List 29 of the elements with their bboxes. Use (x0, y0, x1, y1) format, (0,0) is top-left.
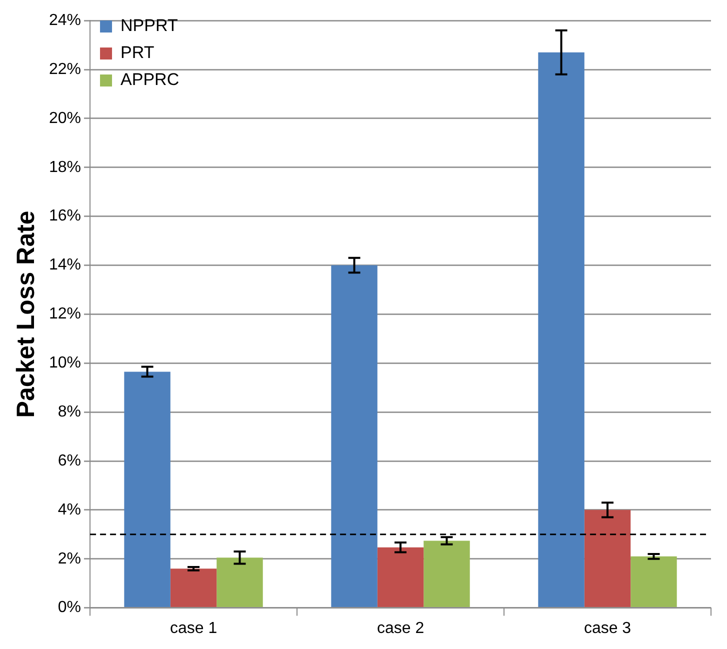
y-axis-title: Packet Loss Rate (12, 210, 40, 418)
y-tick-label: 22% (48, 60, 82, 78)
x-tick-label: case 2 (376, 620, 424, 637)
y-tick-label: 14% (48, 256, 82, 274)
bar (170, 568, 217, 608)
bar (331, 265, 378, 608)
bar (424, 540, 470, 608)
y-tick-label: 2% (58, 550, 82, 568)
legend-label: NPPRT (120, 16, 178, 36)
bar (584, 510, 631, 608)
bar (377, 547, 424, 608)
y-tick-label: 4% (58, 501, 82, 518)
y-tick-label: 18% (48, 158, 82, 176)
y-tick-label: 16% (48, 208, 82, 225)
bar (216, 558, 263, 608)
legend-label: PRT (120, 43, 154, 62)
y-tick-label: 0% (58, 599, 82, 616)
y-tick-label: 8% (58, 403, 82, 420)
y-tick-label: 24% (48, 12, 82, 30)
bar (630, 556, 677, 608)
bar (538, 52, 584, 608)
y-tick-label: 12% (48, 306, 82, 323)
legend-label: APPRC (120, 70, 180, 90)
bar (124, 372, 170, 608)
y-tick-label: 10% (48, 354, 82, 372)
x-tick-label: case 3 (584, 620, 632, 637)
x-tick-label: case 1 (170, 620, 218, 637)
y-tick-label: 20% (48, 110, 82, 127)
y-tick-label: 6% (58, 452, 82, 470)
